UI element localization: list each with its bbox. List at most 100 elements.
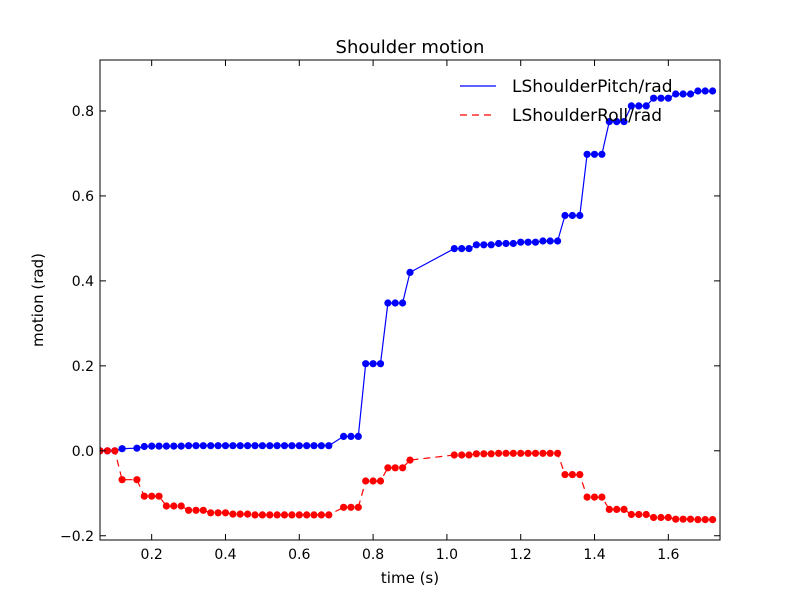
data-point-lshoulderroll-rad bbox=[347, 503, 355, 511]
ticks-layer: 0.2 0.4 0.6 0.8 1.0 1.2 1.4 1.6 −0.2 0.0 0.2 0.4 0.6… bbox=[60, 60, 720, 563]
data-point-lshoulderroll-rad bbox=[495, 449, 503, 457]
y-tick-label: 0.6 bbox=[72, 189, 94, 205]
data-point-lshoulderroll-rad bbox=[340, 503, 348, 511]
data-point-lshoulderroll-rad bbox=[399, 464, 407, 472]
data-point-lshoulderpitch-rad bbox=[148, 442, 156, 450]
data-point-lshoulderpitch-rad bbox=[280, 442, 289, 450]
data-point-lshoulderpitch-rad bbox=[620, 118, 628, 126]
data-point-lshoulderpitch-rad bbox=[229, 442, 237, 450]
data-point-lshoulderpitch-rad bbox=[524, 238, 532, 246]
data-point-lshoulderroll-rad bbox=[524, 449, 532, 457]
data-point-lshoulderpitch-rad bbox=[207, 442, 215, 450]
data-point-lshoulderpitch-rad bbox=[657, 94, 665, 102]
data-point-lshoulderpitch-rad bbox=[561, 211, 569, 220]
data-point-lshoulderroll-rad bbox=[244, 510, 252, 518]
data-point-lshoulderroll-rad bbox=[590, 493, 599, 501]
data-point-lshoulderroll-rad bbox=[539, 449, 547, 457]
data-point-lshoulderpitch-rad bbox=[679, 90, 687, 98]
data-point-lshoulderpitch-rad bbox=[177, 442, 185, 450]
data-point-lshoulderpitch-rad bbox=[273, 442, 281, 450]
data-point-lshoulderpitch-rad bbox=[155, 442, 163, 450]
legend-label-lshoulderpitch: LShoulderPitch/rad bbox=[512, 77, 673, 97]
data-point-lshoulderroll-rad bbox=[214, 509, 222, 517]
data-point-lshoulderpitch-rad bbox=[472, 241, 480, 249]
data-point-lshoulderroll-rad bbox=[657, 513, 665, 522]
data-point-lshoulderpitch-rad bbox=[627, 102, 636, 110]
data-point-lshoulderpitch-rad bbox=[162, 442, 170, 450]
data-point-lshoulderpitch-rad bbox=[170, 442, 178, 450]
data-point-lshoulderpitch-rad bbox=[598, 150, 606, 158]
data-point-lshoulderroll-rad bbox=[325, 511, 333, 519]
data-point-lshoulderpitch-rad bbox=[369, 360, 377, 368]
data-point-lshoulderpitch-rad bbox=[709, 87, 717, 95]
data-point-lshoulderpitch-rad bbox=[502, 239, 510, 248]
data-point-lshoulderroll-rad bbox=[258, 511, 266, 519]
data-point-lshoulderroll-rad bbox=[362, 477, 370, 485]
y-tick-label: 0.0 bbox=[72, 444, 94, 460]
data-point-lshoulderroll-rad bbox=[598, 493, 606, 501]
data-point-lshoulderroll-rad bbox=[317, 511, 325, 519]
data-point-lshoulderpitch-rad bbox=[406, 268, 414, 276]
data-point-lshoulderroll-rad bbox=[546, 449, 554, 457]
x-tick-label: 1.2 bbox=[510, 547, 532, 563]
data-point-lshoulderroll-rad bbox=[605, 505, 613, 513]
data-point-lshoulderroll-rad bbox=[686, 515, 695, 523]
data-point-lshoulderroll-rad bbox=[406, 456, 414, 464]
data-point-lshoulderpitch-rad bbox=[221, 442, 230, 450]
data-point-lshoulderroll-rad bbox=[458, 451, 466, 459]
data-point-lshoulderpitch-rad bbox=[399, 299, 407, 307]
data-point-lshoulderroll-rad bbox=[480, 450, 488, 458]
data-point-lshoulderpitch-rad bbox=[133, 444, 141, 452]
x-tick-label: 0.2 bbox=[141, 547, 163, 563]
data-point-lshoulderroll-rad bbox=[635, 510, 643, 519]
data-point-lshoulderpitch-rad bbox=[531, 238, 540, 246]
data-point-lshoulderpitch-rad bbox=[605, 118, 613, 126]
data-point-lshoulderroll-rad bbox=[376, 477, 385, 485]
plot-frame bbox=[99, 59, 721, 541]
data-point-lshoulderpitch-rad bbox=[635, 102, 643, 110]
data-point-lshoulderroll-rad bbox=[177, 502, 185, 510]
y-tick-label: 0.2 bbox=[72, 359, 94, 375]
data-point-lshoulderroll-rad bbox=[192, 506, 200, 514]
data-point-lshoulderpitch-rad bbox=[310, 442, 318, 450]
data-point-lshoulderpitch-rad bbox=[192, 442, 200, 450]
x-tick-label: 0.6 bbox=[288, 547, 310, 563]
plot-area bbox=[100, 60, 720, 540]
data-point-lshoulderpitch-rad bbox=[303, 442, 311, 450]
data-point-lshoulderpitch-rad bbox=[694, 87, 702, 95]
data-point-lshoulderroll-rad bbox=[627, 510, 636, 519]
data-point-lshoulderroll-rad bbox=[369, 477, 377, 485]
data-point-lshoulderroll-rad bbox=[133, 476, 141, 484]
data-point-lshoulderroll-rad bbox=[303, 511, 311, 519]
data-point-lshoulderroll-rad bbox=[229, 510, 237, 518]
data-point-lshoulderpitch-rad bbox=[258, 442, 266, 450]
data-point-lshoulderpitch-rad bbox=[576, 211, 584, 220]
data-point-lshoulderroll-rad bbox=[207, 509, 215, 517]
data-point-lshoulderpitch-rad bbox=[450, 245, 458, 253]
x-tick-label: 0.8 bbox=[362, 547, 384, 563]
data-point-lshoulderpitch-rad bbox=[701, 87, 709, 95]
data-point-lshoulderpitch-rad bbox=[568, 211, 577, 220]
x-tick-label: 1.4 bbox=[583, 547, 605, 563]
legend-label-lshoulderroll: LShoulderRoll/rad bbox=[512, 106, 662, 126]
data-point-lshoulderpitch-rad bbox=[199, 442, 207, 450]
data-point-lshoulderpitch-rad bbox=[509, 239, 517, 248]
data-point-lshoulderroll-rad bbox=[568, 471, 577, 479]
data-point-lshoulderpitch-rad bbox=[391, 299, 399, 307]
data-point-lshoulderroll-rad bbox=[251, 511, 259, 519]
y-tick-label: 0.4 bbox=[72, 274, 94, 290]
data-point-lshoulderroll-rad bbox=[487, 450, 495, 458]
data-point-lshoulderroll-rad bbox=[502, 449, 510, 457]
data-point-lshoulderpitch-rad bbox=[244, 442, 252, 450]
series-layer bbox=[100, 87, 717, 524]
data-point-lshoulderroll-rad bbox=[111, 447, 119, 455]
data-point-lshoulderpitch-rad bbox=[554, 237, 562, 245]
data-point-lshoulderpitch-rad bbox=[214, 442, 222, 450]
data-point-lshoulderroll-rad bbox=[288, 511, 296, 519]
data-point-lshoulderpitch-rad bbox=[517, 238, 525, 246]
data-point-lshoulderroll-rad bbox=[236, 510, 244, 518]
data-point-lshoulderroll-rad bbox=[118, 476, 126, 484]
legend: LShoulderPitch/rad LShoulderRoll/rad bbox=[460, 77, 673, 126]
data-point-lshoulderpitch-rad bbox=[458, 245, 466, 253]
data-point-lshoulderpitch-rad bbox=[185, 442, 193, 450]
